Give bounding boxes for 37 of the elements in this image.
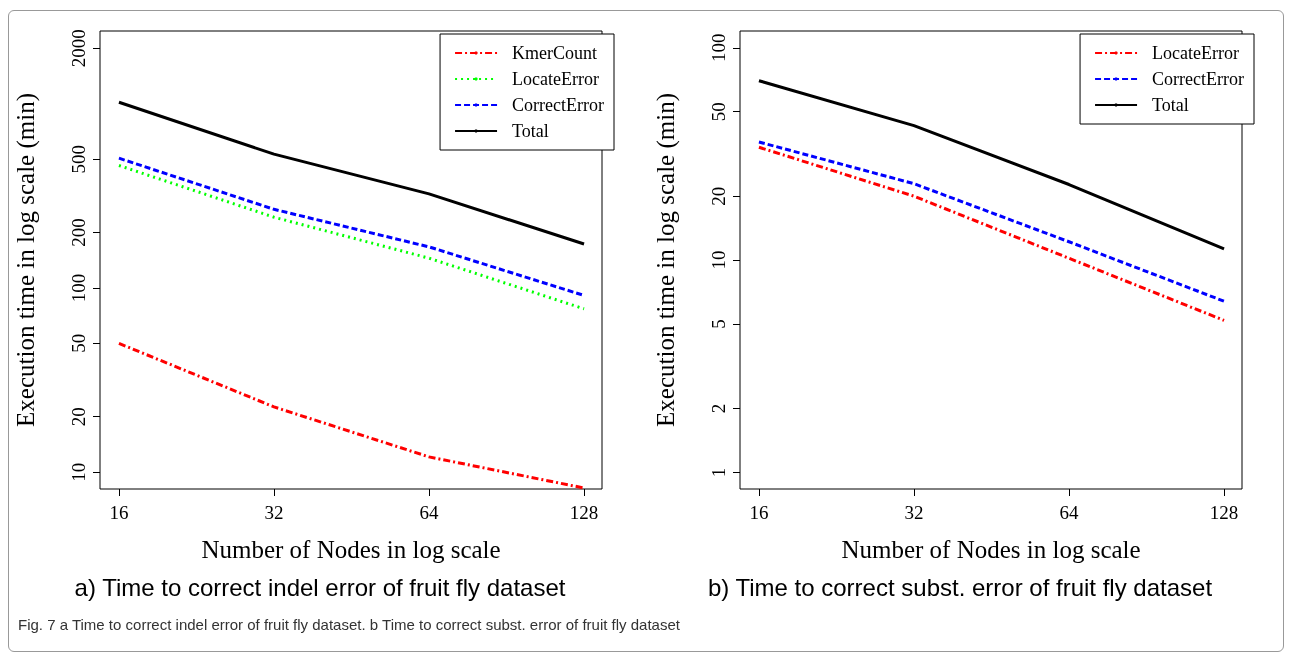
y-axis-title: Execution time in log scale (min)	[12, 93, 40, 427]
y-tick-label: 200	[68, 218, 89, 247]
x-axis-title: Number of Nodes in log scale	[201, 536, 501, 563]
x-axis-title: Number of Nodes in log scale	[841, 536, 1141, 563]
y-tick-label: 2000	[68, 29, 89, 68]
legend-label: Total	[512, 121, 549, 141]
y-tick-label: 20	[708, 186, 729, 206]
x-tick-label: 128	[1209, 502, 1239, 523]
legend-label: Total	[1152, 95, 1189, 115]
y-tick-label: 1	[708, 467, 729, 478]
line-series	[117, 341, 586, 490]
y-tick-label: 500	[68, 144, 89, 174]
legend-label: KmerCount	[512, 43, 598, 63]
y-tick-label: 10	[68, 462, 89, 482]
x-tick-label: 64	[419, 502, 440, 523]
y-axis-title: Execution time in log scale (min)	[652, 93, 680, 427]
x-tick-label: 16	[749, 502, 769, 523]
y-tick-label: 100	[708, 33, 729, 63]
y-tick-label: 50	[68, 333, 89, 353]
x-tick-label: 64	[1059, 502, 1080, 523]
legend-label: CorrectError	[512, 95, 605, 115]
y-tick-label: 50	[708, 102, 729, 122]
x-tick-label: 32	[904, 502, 924, 523]
x-tick-label: 16	[109, 502, 129, 523]
x-tick-label: 32	[264, 502, 284, 523]
y-tick-label: 10	[708, 250, 729, 270]
text: a) Time to correct indel error of fruit fly dataset	[73, 574, 567, 602]
legend-label: CorrectError	[1152, 69, 1245, 89]
y-tick-label: 5	[708, 319, 729, 329]
text: b) Time to correct subst. error of fruit fly dataset	[706, 574, 1214, 602]
caption: Fig. 7 a Time to correct indel error of fruit fly dataset. b Time to correct subst. error of fruit fly dataset	[18, 616, 680, 633]
y-tick-label: 100	[68, 273, 89, 303]
y-tick-label: 2	[708, 403, 729, 414]
legend-label: LocateError	[1152, 43, 1239, 63]
y-tick-label: 20	[68, 407, 89, 427]
legend-label: LocateError	[512, 69, 599, 89]
x-tick-label: 128	[569, 502, 599, 523]
